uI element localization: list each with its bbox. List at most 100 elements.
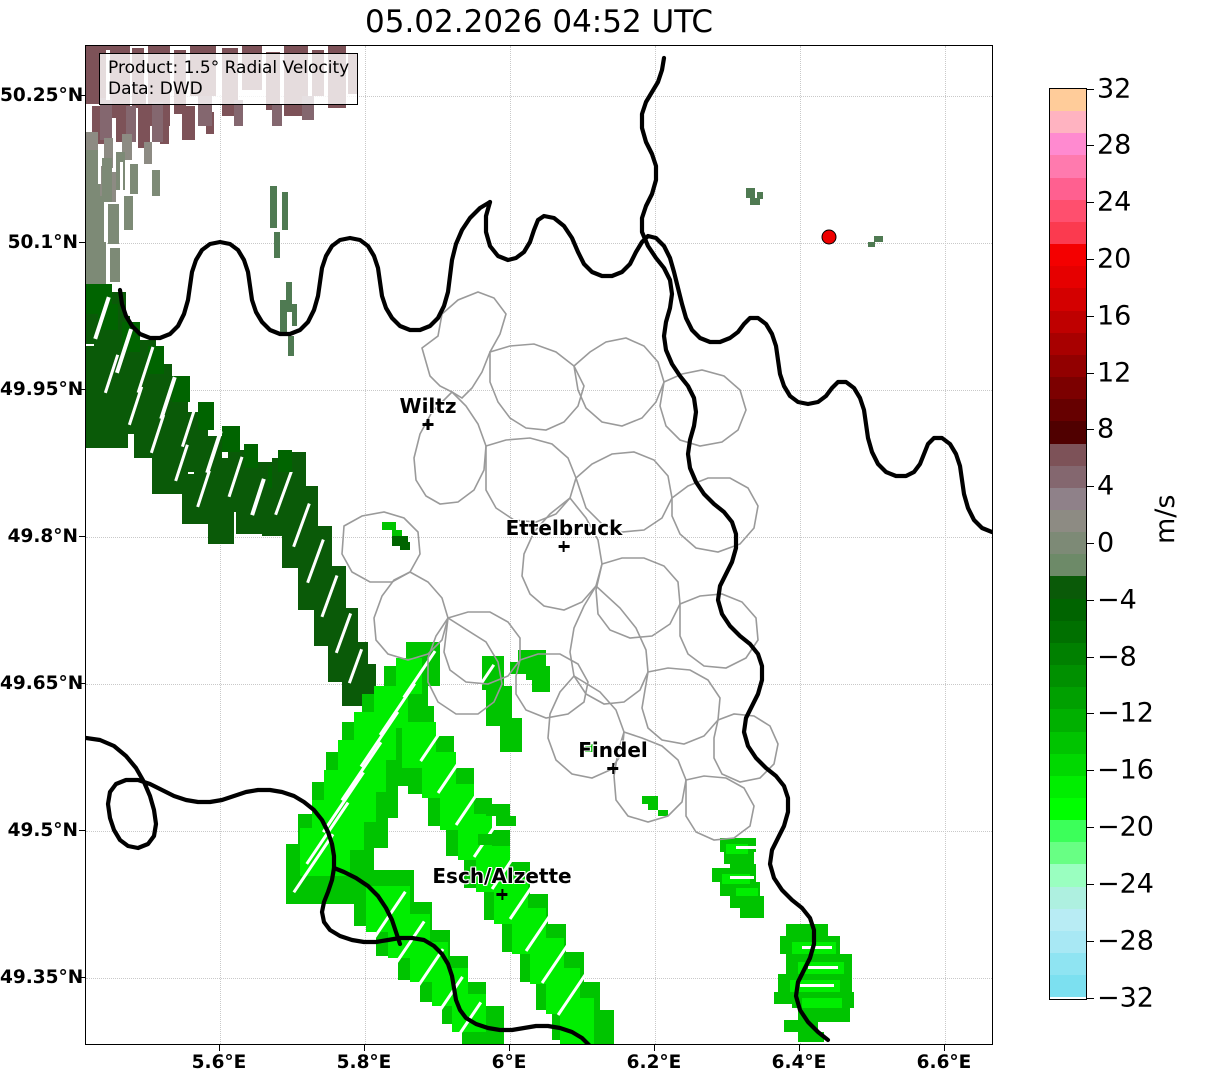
- colorbar-tick-label: 8: [1097, 413, 1115, 445]
- colorbar-band: [1050, 266, 1086, 289]
- colorbar-tick-mark: [1087, 429, 1094, 431]
- colorbar-band: [1050, 798, 1086, 821]
- colorbar-band: [1050, 332, 1086, 355]
- colorbar-tick-label: −24: [1097, 868, 1154, 900]
- x-tick-label: 6.6°E: [916, 1052, 972, 1073]
- colorbar-tick-mark: [1087, 88, 1094, 90]
- colorbar-band: [1050, 953, 1086, 976]
- city-name: Wiltz: [399, 394, 457, 418]
- colorbar-band: [1050, 930, 1086, 954]
- colorbar-band: [1050, 598, 1086, 621]
- map-plot-area[interactable]: Product: 1.5° Radial Velocity Data: DWD …: [85, 45, 993, 1045]
- colorbar-tick-mark: [1087, 145, 1094, 147]
- colorbar-band: [1050, 731, 1086, 754]
- colorbar-band: [1050, 377, 1086, 400]
- city-label-findel: Findel: [578, 738, 648, 774]
- x-tick-mark: [654, 1045, 655, 1051]
- colorbar-band: [1050, 554, 1086, 577]
- y-tick-label: 49.35°N: [0, 967, 84, 988]
- colorbar-band: [1050, 443, 1086, 466]
- map-boundary-layer: [86, 55, 992, 1044]
- colorbar-band: [1050, 221, 1086, 245]
- city-label-wiltz: Wiltz: [399, 394, 457, 430]
- x-tick-label: 5.6°E: [191, 1052, 247, 1073]
- colorbar-band: [1050, 177, 1086, 200]
- colorbar-tick-label: −20: [1097, 811, 1154, 843]
- district-boundaries: [341, 291, 779, 841]
- colorbar-band: [1050, 354, 1086, 378]
- x-tick-mark: [799, 1045, 800, 1051]
- page-title: 05.02.2026 04:52 UTC: [365, 4, 713, 40]
- colorbar-band: [1050, 244, 1086, 267]
- colorbar-band: [1050, 842, 1086, 865]
- colorbar-band: [1050, 908, 1086, 931]
- x-tick-mark: [509, 1045, 510, 1051]
- colorbar-band: [1050, 133, 1086, 156]
- colorbar-band: [1050, 687, 1086, 710]
- colorbar-band: [1050, 576, 1086, 599]
- city-label-ettelbruck: Ettelbruck: [506, 516, 622, 552]
- colorbar-band: [1050, 753, 1086, 776]
- colorbar-band: [1050, 421, 1086, 444]
- colorbar-tick-label: 12: [1097, 357, 1132, 389]
- echo-group-midwest: [272, 450, 410, 706]
- colorbar-band: [1050, 665, 1086, 688]
- colorbar-tick-mark: [1087, 543, 1094, 544]
- y-tick-mark: [79, 389, 85, 390]
- colorbar-band: [1050, 310, 1086, 333]
- y-tick-label: 50.1°N: [7, 232, 78, 253]
- colorbar-tick-label: −28: [1097, 925, 1154, 957]
- colorbar-tick-label: −8: [1097, 641, 1137, 673]
- colorbar-tick-label: 0: [1097, 527, 1115, 559]
- product-label: Product: 1.5° Radial Velocity: [108, 58, 350, 78]
- y-tick-mark: [79, 95, 85, 96]
- radar-site-marker[interactable]: [821, 229, 837, 245]
- echo-group-southeast-bright: [712, 838, 854, 1042]
- colorbar-band: [1050, 820, 1086, 843]
- colorbar-tick-label: −4: [1097, 584, 1137, 616]
- x-tick-mark: [364, 1045, 365, 1051]
- colorbar-tick-label: 24: [1097, 186, 1132, 218]
- colorbar-tick-mark: [1087, 202, 1094, 204]
- y-tick-mark: [79, 683, 85, 684]
- colorbar-tick-label: 20: [1097, 243, 1132, 275]
- product-info-box: Product: 1.5° Radial Velocity Data: DWD: [99, 53, 359, 106]
- city-name: Findel: [578, 738, 648, 762]
- colorbar-tick-mark: [1087, 599, 1094, 601]
- colorbar-band: [1050, 199, 1086, 222]
- colorbar-band: [1050, 155, 1086, 178]
- x-tick-label: 5.8°E: [336, 1052, 392, 1073]
- x-tick-label: 6°E: [491, 1052, 527, 1073]
- echo-group-southwest-bright: [286, 642, 614, 1044]
- city-marker-icon: [558, 541, 570, 552]
- y-tick-mark: [79, 977, 85, 978]
- city-marker-icon: [422, 419, 434, 430]
- colorbar-band: [1050, 620, 1086, 643]
- colorbar-band: [1050, 642, 1086, 666]
- colorbar-band: [1050, 709, 1086, 732]
- colorbar-tick-label: 4: [1097, 470, 1115, 502]
- colorbar-tick-mark: [1087, 372, 1094, 374]
- colorbar-band: [1050, 111, 1086, 134]
- y-tick-mark: [79, 830, 85, 831]
- colorbar-tick-mark: [1087, 827, 1094, 829]
- y-tick-mark: [79, 536, 85, 537]
- colorbar-tick-mark: [1087, 713, 1094, 715]
- colorbar-band: [1050, 864, 1086, 887]
- colorbar-band: [1050, 509, 1086, 533]
- city-marker-icon: [607, 763, 619, 774]
- y-tick-label: 50.25°N: [0, 85, 84, 106]
- colorbar-band: [1050, 465, 1086, 488]
- colorbar-band: [1050, 399, 1086, 422]
- city-label-esch-alzette: Esch/Alzette: [432, 864, 572, 900]
- colorbar-tick-mark: [1087, 940, 1094, 942]
- colorbar-tick-mark: [1087, 258, 1094, 260]
- colorbar-tick-label: 32: [1097, 73, 1132, 104]
- colorbar-tick-mark: [1087, 486, 1094, 488]
- x-tick-mark: [944, 1045, 945, 1051]
- radar-echo-layer: [86, 46, 883, 1044]
- y-tick-label: 49.65°N: [0, 673, 84, 694]
- data-source-label: Data: DWD: [108, 78, 203, 99]
- city-name: Esch/Alzette: [432, 864, 572, 888]
